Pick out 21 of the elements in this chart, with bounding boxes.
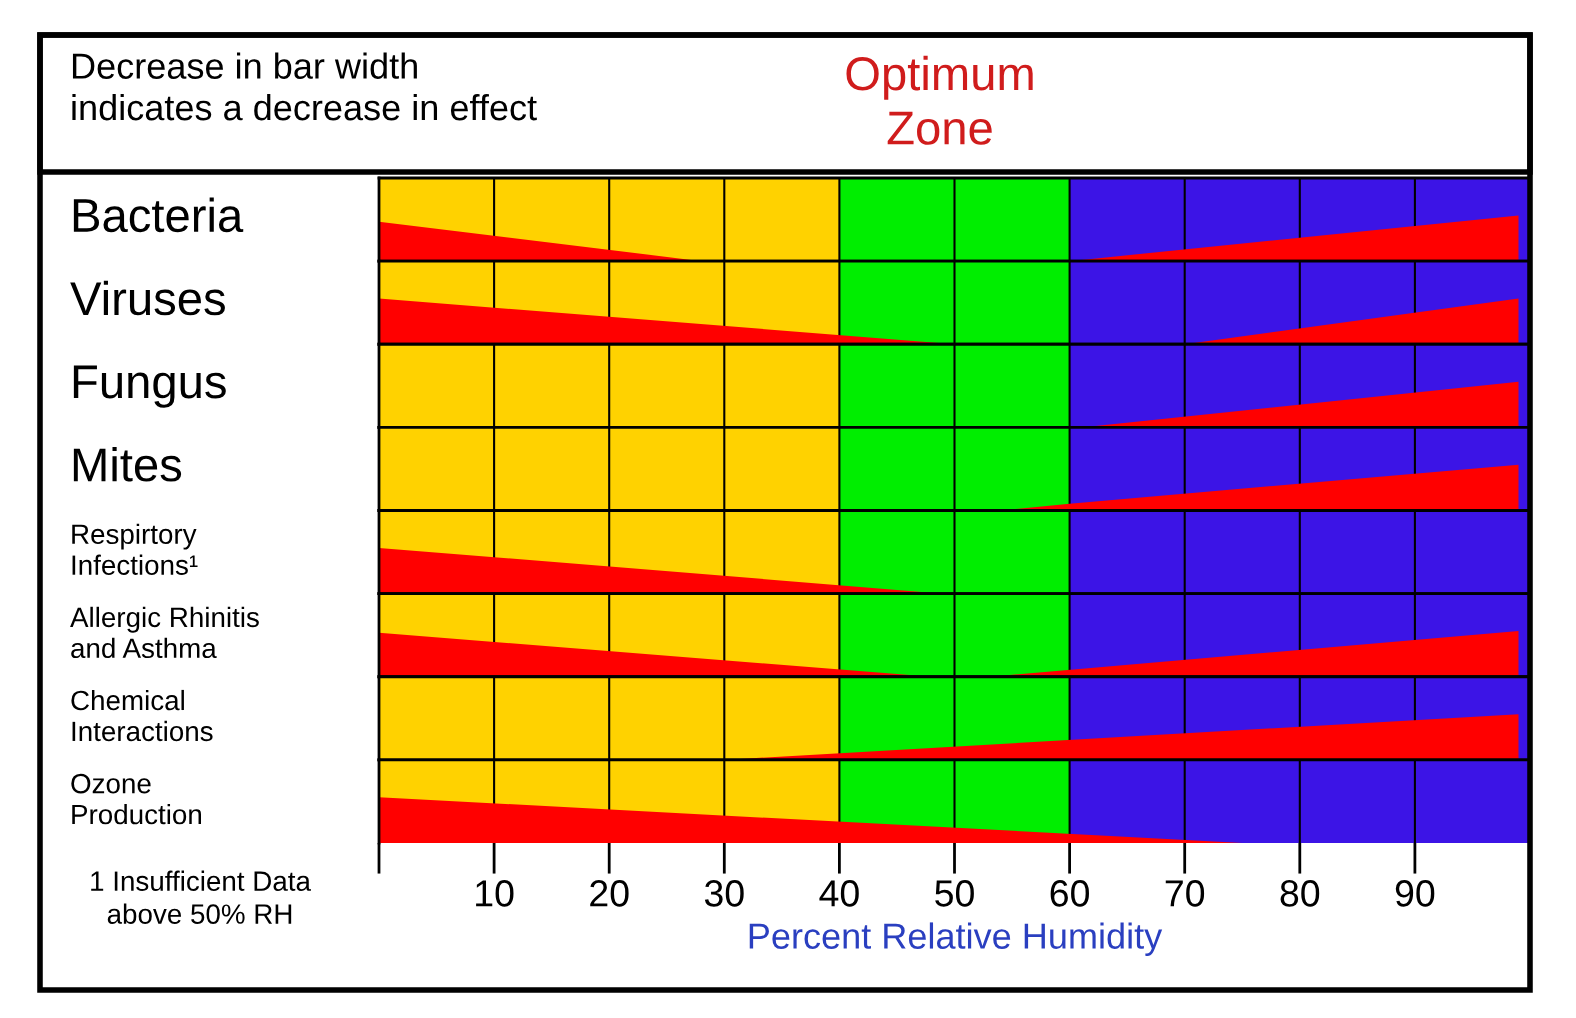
text: Decrease in bar width indicates a decrease in effect	[72, 52, 537, 121]
x-tick-label: 30	[704, 880, 744, 907]
x-tick-label: 40	[819, 880, 859, 907]
x-tick-label: 60	[1050, 880, 1089, 907]
y-axis-title: Mites	[73, 446, 182, 482]
text: 1 Insufficient Data above 50% RH	[91, 870, 311, 924]
x-tick-label: 90	[1395, 880, 1435, 907]
x-axis-title: Percent Relative Humidity	[749, 922, 1163, 957]
x-tick-label: 50	[935, 880, 974, 907]
x-tick-label: 80	[1280, 880, 1320, 907]
y-axis-title: Fungus	[73, 365, 226, 408]
x-tick-label: 10	[476, 880, 514, 907]
y-axis-title: Chemical Interactions	[71, 689, 213, 742]
x-tick-label: 20	[590, 880, 629, 907]
y-axis-title: Viruses	[70, 280, 225, 316]
y-axis-title: Bacteria	[73, 197, 244, 233]
y-axis-title: Ozone Production	[71, 773, 201, 825]
y-axis-title: Respirtory Infections¹	[72, 523, 198, 575]
x-tick-label: 70	[1165, 880, 1205, 907]
text: Optimum Zone	[846, 55, 1033, 145]
y-axis-title: Allergic Rhinitis and Asthma	[70, 606, 259, 659]
